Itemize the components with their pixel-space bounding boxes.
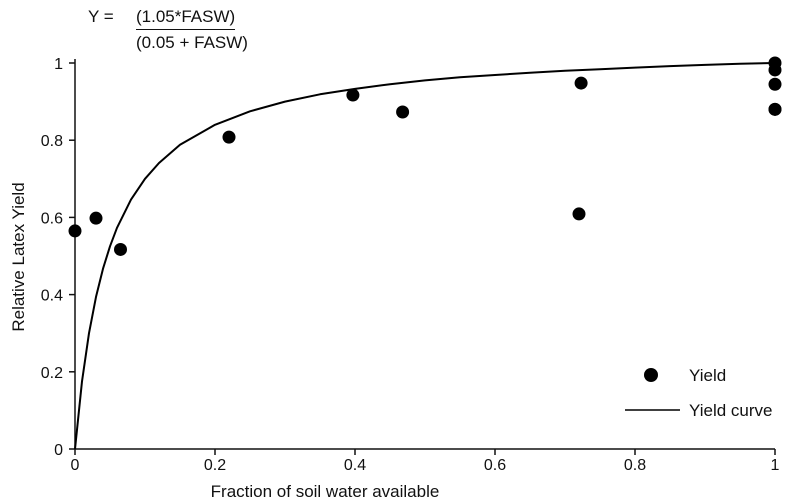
yield-point <box>222 130 236 144</box>
x-tick-label: 0.8 <box>624 457 646 474</box>
yield-point <box>768 63 782 77</box>
yield-point <box>346 88 360 102</box>
equation-numerator: (1.05*FASW) <box>136 7 236 30</box>
yield-point <box>68 224 82 238</box>
x-tick-label: 0 <box>71 457 80 474</box>
x-axis-title: Fraction of soil water available <box>211 482 440 501</box>
yield-point <box>572 207 586 221</box>
y-tick-label: 0 <box>54 442 63 459</box>
y-axis-title: Relative Latex Yield <box>9 182 28 331</box>
y-tick-label: 0.4 <box>41 288 63 305</box>
tick-labels: 0 0.2 0.4 0.6 0.8 1 0 0.2 0.4 0.6 0.8 1 <box>41 56 780 474</box>
points-layer <box>68 56 782 256</box>
yield-curve-line <box>74 62 776 450</box>
legend: Yield Yield curve <box>625 366 772 420</box>
yield-point <box>396 105 410 119</box>
equation-lhs: Y = <box>88 7 114 26</box>
y-tick-label: 0.6 <box>41 210 63 227</box>
y-tick-label: 0.8 <box>41 133 63 150</box>
yield-point <box>114 242 127 256</box>
x-tick-label: 1 <box>771 457 780 474</box>
y-tick-label: 1 <box>54 56 63 73</box>
x-tick-label: 0.6 <box>484 457 506 474</box>
x-tick-label: 0.4 <box>344 457 366 474</box>
yield-point <box>768 102 782 116</box>
curve-layer <box>74 62 776 450</box>
yield-point <box>89 211 103 225</box>
legend-marker-yield <box>644 368 658 382</box>
legend-label-yield: Yield <box>689 366 726 385</box>
x-tick-label: 0.2 <box>204 457 226 474</box>
yield-point <box>768 77 782 91</box>
y-tick-label: 0.2 <box>41 365 63 382</box>
axes <box>69 59 776 455</box>
yield-point <box>574 76 588 90</box>
equation-denominator: (0.05 + FASW) <box>136 33 248 52</box>
legend-label-yield-curve: Yield curve <box>689 401 772 420</box>
